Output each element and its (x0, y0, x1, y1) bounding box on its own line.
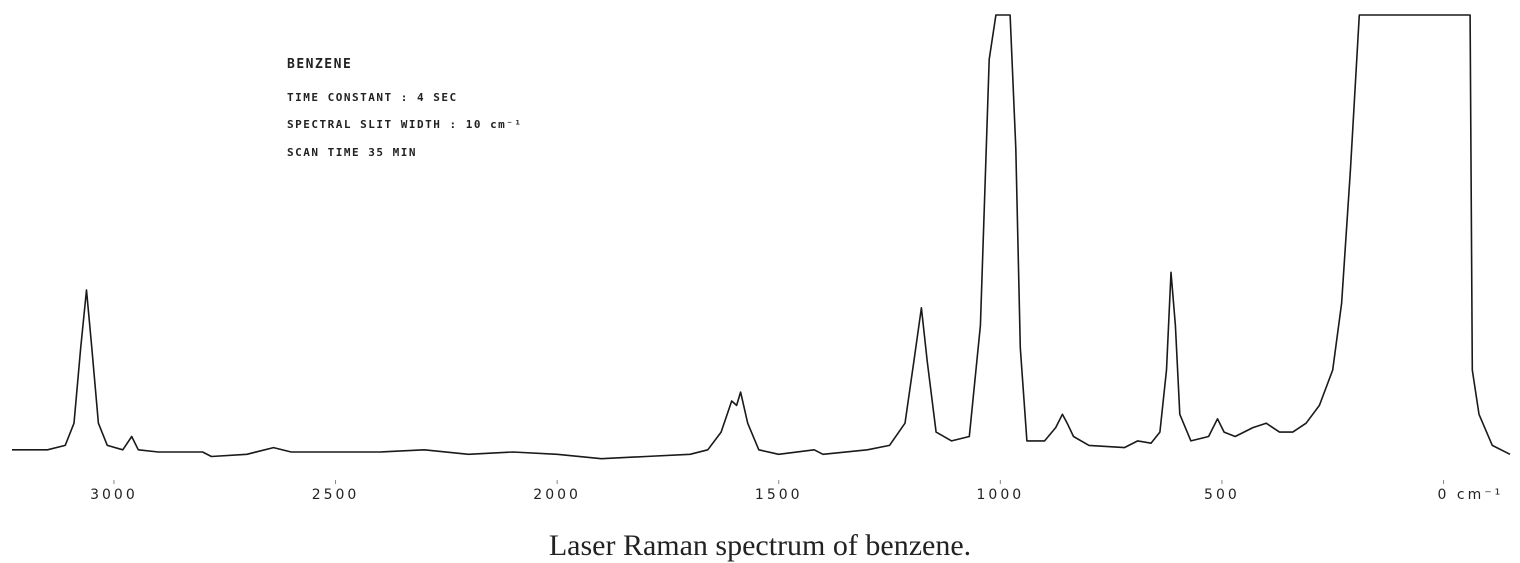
x-tick-label: 1500 (755, 487, 803, 503)
annotation: SPECTRAL SLIT WIDTH : 10 cm⁻¹ (287, 118, 523, 131)
caption: Laser Raman spectrum of benzene. (549, 529, 971, 562)
annotation: SCAN TIME 35 MIN (287, 146, 417, 159)
x-tick-label: 0 cm⁻¹ (1438, 487, 1504, 503)
spectrum-line (12, 14, 1511, 460)
x-tick-label: 1000 (977, 487, 1025, 503)
annotation: TIME CONSTANT : 4 SEC (287, 91, 458, 104)
x-tick-label: 2000 (533, 487, 581, 503)
x-tick-label: 3000 (90, 487, 138, 503)
x-tick-label: 2500 (312, 487, 360, 503)
annotation: BENZENE (287, 57, 352, 72)
x-tick-label: 500 (1204, 487, 1240, 503)
